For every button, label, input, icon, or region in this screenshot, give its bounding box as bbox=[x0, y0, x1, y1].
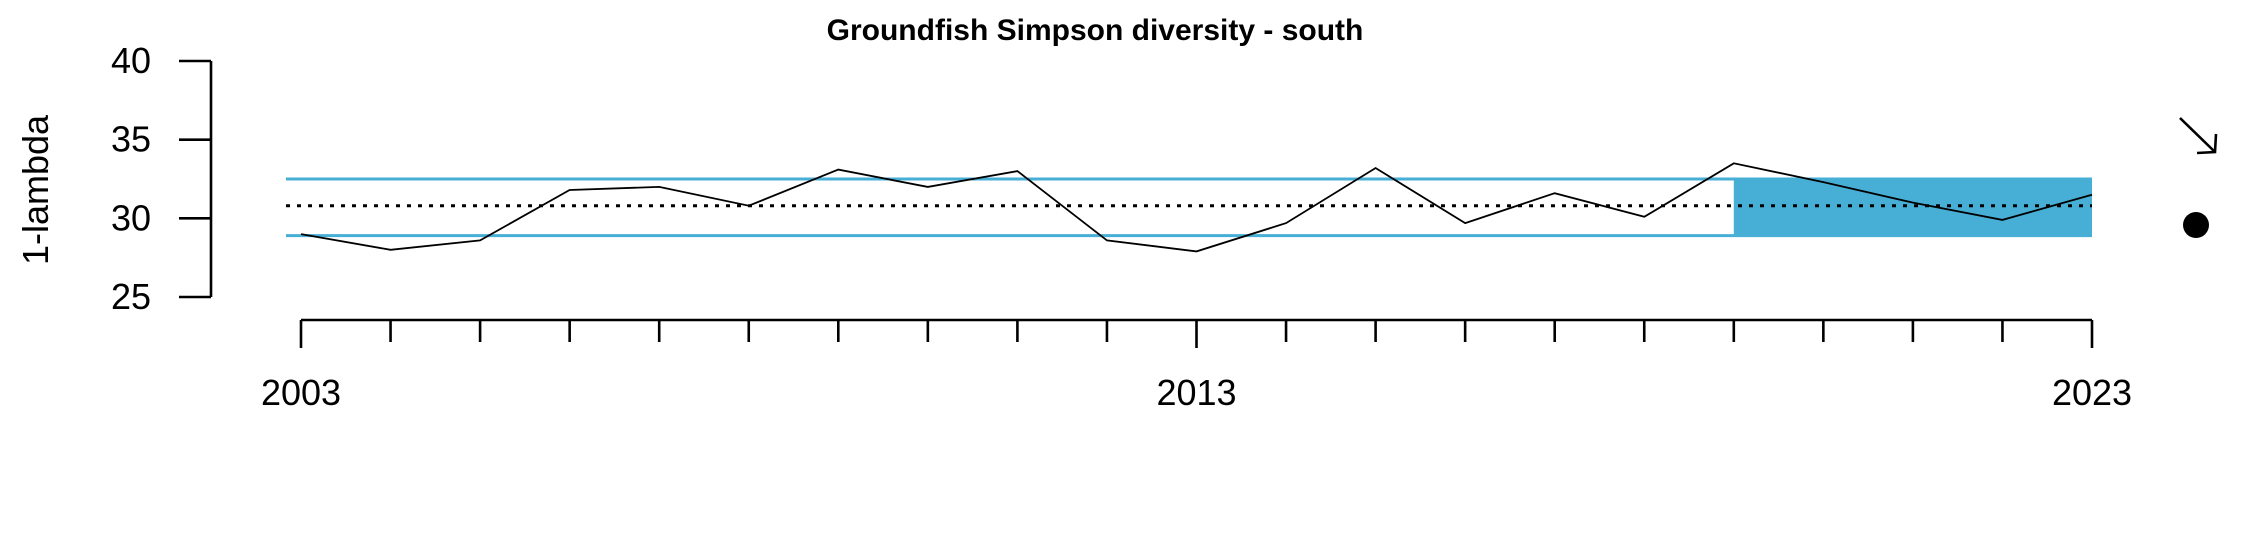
y-tick-label: 30 bbox=[111, 197, 151, 238]
series-line bbox=[300, 162, 2093, 253]
y-axis: 25 30 35 40 bbox=[111, 40, 213, 317]
y-tick-label: 25 bbox=[111, 276, 151, 317]
x-axis: 2003 2013 2023 bbox=[261, 318, 2132, 413]
indicators bbox=[2179, 117, 2218, 238]
y-axis-label: 1-lambda bbox=[15, 114, 56, 265]
trend-arrow-icon bbox=[2179, 117, 2216, 153]
x-tick-label: 2023 bbox=[2052, 372, 2132, 413]
recent-period-shading bbox=[1733, 179, 2092, 236]
trend-arrow-head bbox=[2196, 133, 2218, 155]
chart-title: Groundfish Simpson diversity - south bbox=[827, 14, 1364, 47]
y-tick-label: 40 bbox=[111, 40, 151, 81]
status-dot-icon bbox=[2183, 212, 2209, 238]
x-tick-label: 2013 bbox=[1156, 372, 1236, 413]
x-tick-label: 2003 bbox=[261, 372, 341, 413]
y-tick-label: 35 bbox=[111, 119, 151, 160]
plot-area bbox=[286, 162, 2093, 253]
